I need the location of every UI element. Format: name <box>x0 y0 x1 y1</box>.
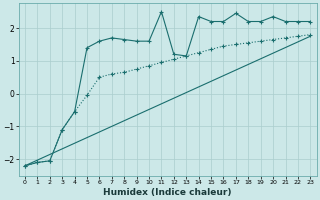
X-axis label: Humidex (Indice chaleur): Humidex (Indice chaleur) <box>103 188 232 197</box>
